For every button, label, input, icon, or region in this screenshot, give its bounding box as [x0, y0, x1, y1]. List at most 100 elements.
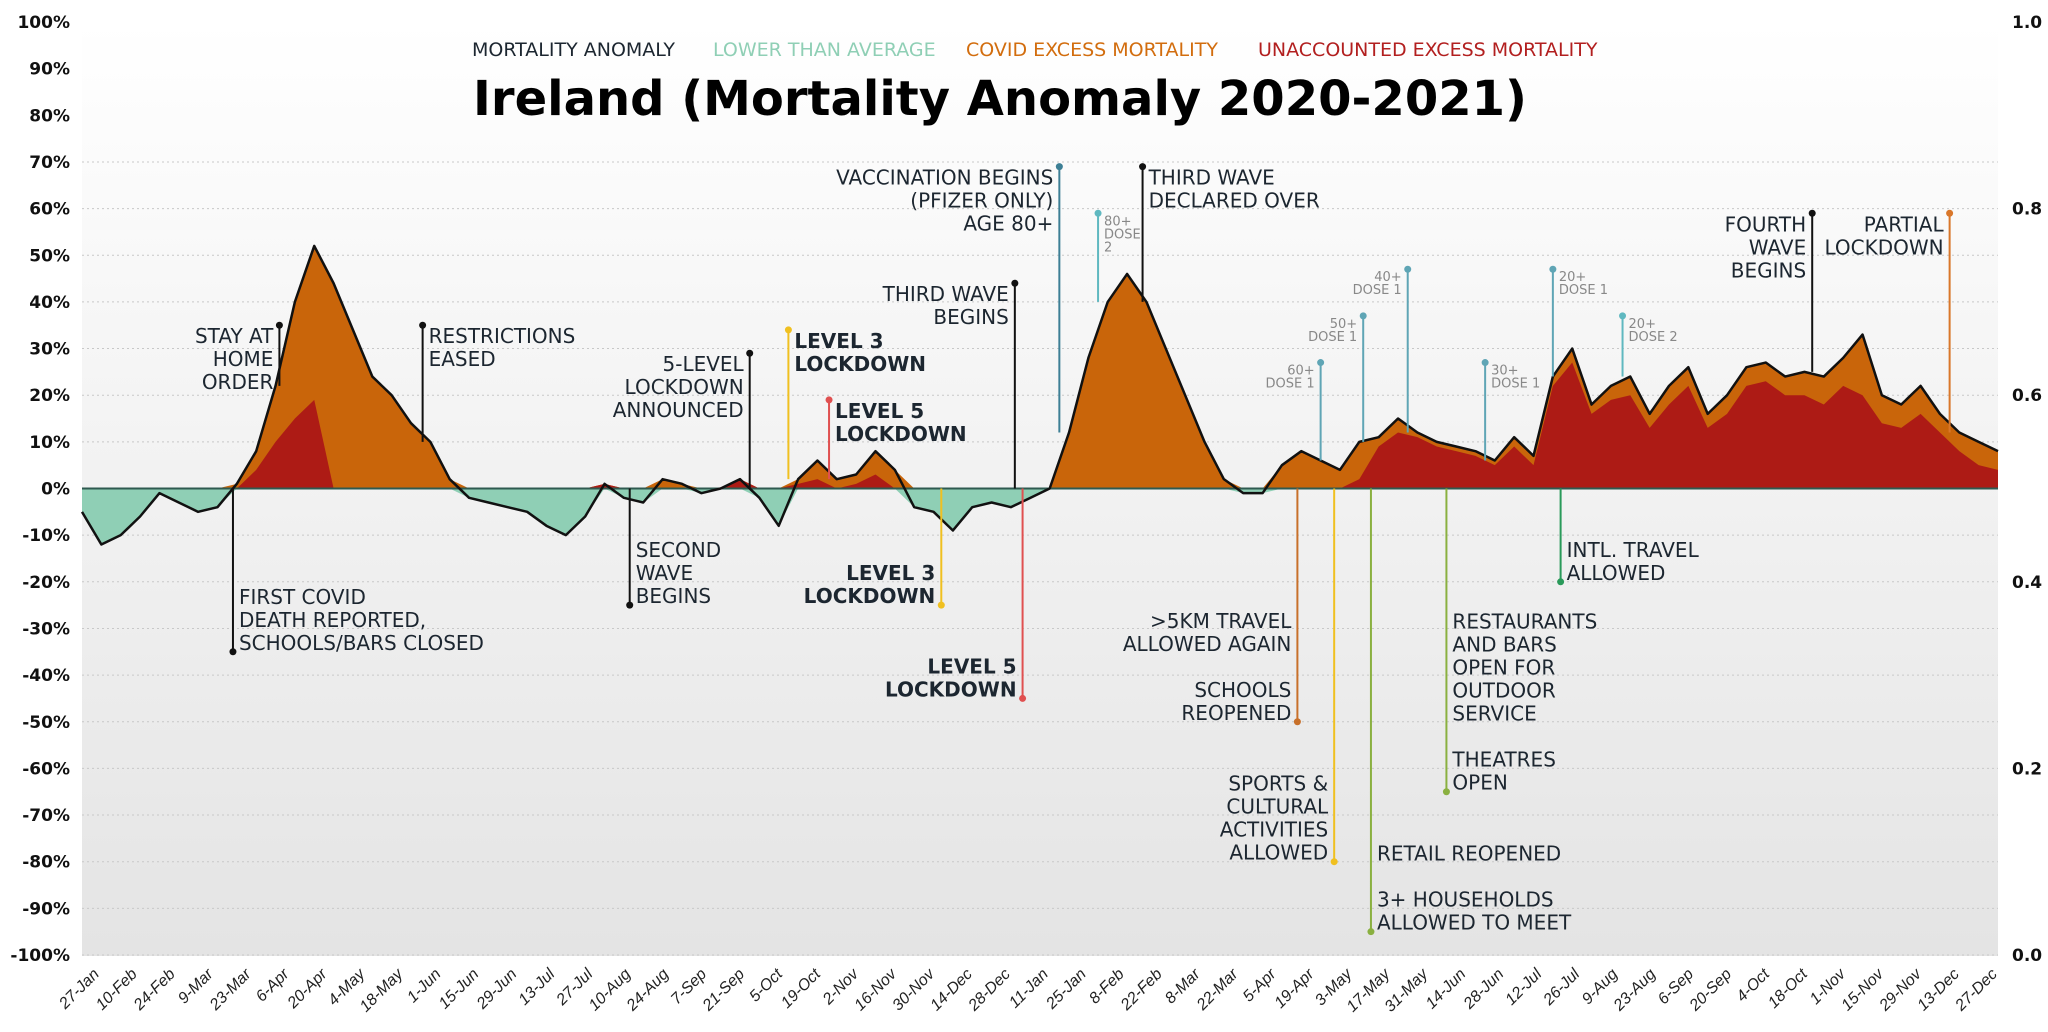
annotation-label: 20+ DOSE 1 — [1559, 270, 1608, 298]
annotation-label: 20+ DOSE 2 — [1629, 317, 1678, 345]
annotation-label: SPORTS & CULTURAL ACTIVITIES ALLOWED — [1220, 772, 1329, 865]
x-tick-label: 19-Apr — [1272, 965, 1318, 1011]
annotation-marker — [1442, 788, 1450, 796]
x-tick-label: 23-Mar — [206, 965, 255, 1014]
y-tick-label: 10% — [29, 433, 70, 453]
y-tick-label: -90% — [22, 899, 70, 919]
y2-tick-label: 0.0 — [2012, 946, 2042, 966]
annotation-marker — [1317, 359, 1325, 367]
y-tick-label: 40% — [29, 293, 70, 313]
x-tick-label: 26-Jul — [1540, 965, 1584, 1009]
annotation-label: THIRD WAVE DECLARED OVER — [1148, 166, 1320, 213]
x-tick-label: 12-Jul — [1502, 965, 1545, 1008]
annotation-marker — [1330, 858, 1338, 866]
annotation-label: RESTAURANTS AND BARS OPEN FOR OUTDOOR SERVIC… — [1451, 610, 1597, 795]
x-tick-label: 11-Jan — [1006, 966, 1052, 1012]
legend-item: COVID EXCESS MORTALITY — [966, 39, 1218, 61]
x-tick-label: 24-Aug — [623, 966, 672, 1015]
y-tick-label: 50% — [29, 246, 70, 266]
annotation-marker — [1808, 209, 1816, 217]
annotation-marker — [1367, 928, 1375, 936]
area-series — [80, 244, 1999, 546]
x-tick-label: 27-Jan — [56, 966, 103, 1013]
x-tick-label: 27-Dec — [1952, 966, 2001, 1015]
x-tick-label: 22-Mar — [1193, 965, 1242, 1014]
lower-than-average-area — [82, 488, 1998, 545]
annotation-label: 60+ DOSE 1 — [1266, 364, 1315, 392]
annotation-marker — [626, 601, 634, 609]
annotation-label: PARTIAL LOCKDOWN — [1824, 212, 1944, 259]
annotation-marker — [746, 349, 754, 357]
annotation-marker — [1404, 265, 1412, 273]
annotation-label: LEVEL 5 LOCKDOWN — [885, 654, 1017, 701]
x-tick-label: 15-Jun — [436, 966, 483, 1013]
x-tick-label: 29-Jun — [473, 966, 520, 1013]
x-tick-label: 13-Jul — [516, 965, 559, 1008]
annotation-label: LEVEL 3 LOCKDOWN — [794, 329, 926, 376]
annotation-marker — [229, 648, 237, 656]
annotation-marker — [1094, 209, 1102, 217]
x-tick-label: 29-Nov — [1876, 965, 1926, 1015]
x-tick-label: 18-May — [357, 965, 407, 1015]
annotation-label: 40+ DOSE 1 — [1353, 270, 1402, 298]
annotation-marker — [784, 326, 792, 334]
x-tick-label: 25-Jan — [1042, 966, 1089, 1013]
y-tick-label: -60% — [22, 759, 70, 779]
x-axis: 27-Jan10-Feb24-Feb9-Mar23-Mar6-Apr20-Apr… — [56, 965, 2001, 1015]
y2-tick-label: 0.2 — [2012, 759, 2042, 779]
annotation-label: STAY AT HOME ORDER — [195, 324, 274, 394]
x-tick-label: 14-Dec — [927, 966, 975, 1014]
x-tick-label: 22-Feb — [1117, 966, 1166, 1015]
annotation-label: >5KM TRAVEL ALLOWED AGAIN SCHOOLS REOPENED — [1123, 609, 1292, 725]
y2-tick-label: 0.6 — [2012, 386, 2042, 406]
annotation-label: INTL. TRAVEL ALLOWED — [1567, 538, 1700, 585]
x-tick-label: 19-Oct — [778, 965, 824, 1011]
y-tick-label: 100% — [17, 13, 70, 33]
x-tick-label: 23-Aug — [1610, 966, 1659, 1015]
y-tick-label: 60% — [29, 200, 70, 220]
annotation-label: 5-LEVEL LOCKDOWN ANNOUNCED — [613, 352, 745, 422]
annotation-label: THIRD WAVE BEGINS — [882, 282, 1009, 329]
annotation-label: RESTRICTIONS EASED — [429, 324, 576, 371]
y-axis-left: 100% 90% 80% 70% 60% 50% 40% 30% 20% 10% 0% -10% -20… — [10, 13, 70, 966]
annotation-marker — [1619, 312, 1627, 320]
annotation-label: 30+ DOSE 1 — [1491, 364, 1540, 392]
y-tick-label: -40% — [22, 666, 70, 686]
annotation-marker — [1055, 163, 1063, 171]
y-tick-label: -70% — [22, 806, 70, 826]
x-tick-label: 14-Jun — [1423, 966, 1470, 1013]
y-tick-label: -30% — [22, 619, 70, 639]
y2-tick-label: 1.0 — [2012, 13, 2042, 33]
x-tick-label: 10-Aug — [586, 966, 635, 1015]
y2-tick-label: 0.4 — [2012, 573, 2042, 593]
chart-title: Ireland (Mortality Anomaly 2020-2021) — [473, 71, 1527, 127]
y-tick-label: -80% — [22, 853, 70, 873]
annotation-marker — [1557, 578, 1565, 586]
y-tick-label: 90% — [29, 60, 70, 80]
x-tick-label: 31-May — [1382, 965, 1432, 1015]
x-tick-label: 20-Apr — [284, 965, 331, 1012]
y-tick-label: 20% — [29, 386, 70, 406]
annotation-label: SECOND WAVE BEGINS — [636, 538, 721, 608]
y2-tick-label: 0.8 — [2012, 200, 2042, 220]
y-tick-label: -50% — [22, 713, 70, 733]
y-tick-label: 70% — [29, 153, 70, 173]
y-tick-label: -20% — [22, 573, 70, 593]
annotation-label: 80+ DOSE 2 — [1104, 214, 1141, 255]
annotation-marker — [1139, 163, 1147, 171]
mortality-anomaly-line — [80, 244, 1999, 546]
annotation-label: FOURTH WAVE BEGINS — [1725, 212, 1807, 282]
annotation-label: FIRST COVID DEATH REPORTED, SCHOOLS/BARS C… — [239, 585, 484, 655]
y-tick-label: 80% — [29, 106, 70, 126]
y-tick-label: -10% — [22, 526, 70, 546]
annotation-marker — [1946, 209, 1954, 217]
legend: MORTALITY ANOMALY LOWER THAN AVERAGE COVID… — [472, 39, 1598, 61]
x-tick-label: 28-Dec — [965, 966, 1014, 1015]
x-tick-label: 10-Feb — [93, 966, 141, 1014]
x-tick-label: 28-Jun — [1460, 966, 1507, 1013]
annotation-marker — [1481, 359, 1489, 367]
annotation-label: 50+ DOSE 1 — [1308, 317, 1357, 345]
annotations: STAY AT HOME ORDER RESTRICTIONS EASED 5-LEVEL… — [195, 163, 1954, 936]
y-tick-label: 30% — [29, 340, 70, 360]
x-tick-label: 20-Sep — [1686, 966, 1735, 1015]
